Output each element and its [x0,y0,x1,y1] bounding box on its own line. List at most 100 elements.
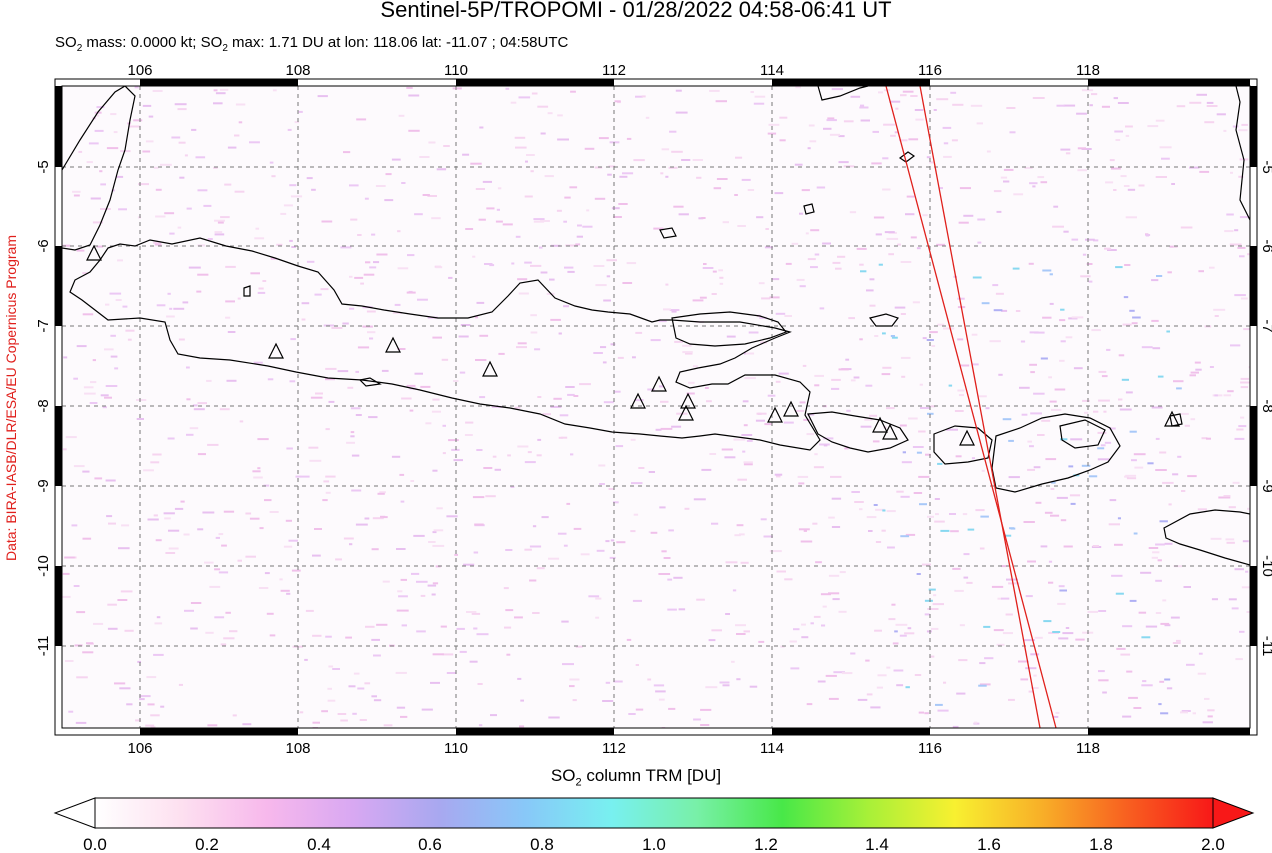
noise-speck [949,513,956,515]
noise-speck [64,556,75,559]
noise-speck [143,469,154,472]
noise-speck [686,392,695,395]
noise-speck [432,531,437,534]
noise-speck [1070,438,1083,441]
noise-speck [996,643,1005,646]
noise-speck [406,384,416,387]
noise-speck [986,150,991,153]
noise-speck [744,377,756,380]
noise-speck [952,567,961,570]
noise-speck [1060,519,1067,522]
noise-speck [1114,130,1123,133]
noise-speck [661,550,667,553]
noise-speck [873,504,878,506]
noise-speck [507,454,511,457]
noise-speck [1169,245,1177,248]
noise-speck [548,716,560,719]
noise-speck [1031,687,1039,689]
lon-tick: 106 [127,62,152,79]
lon-tick: 116 [918,62,942,79]
noise-speck [784,315,792,317]
noise-speck [1073,367,1083,370]
noise-speck [186,366,190,369]
noise-speck [317,95,328,98]
noise-speck [1125,474,1137,477]
noise-speck [368,416,378,419]
noise-speck [442,653,454,656]
noise-speck [823,444,828,447]
noise-speck [668,166,678,169]
noise-speck [214,568,221,571]
noise-speck [943,327,955,330]
noise-speck [558,332,562,335]
noise-speck [206,379,212,382]
noise-speck [1206,105,1218,107]
noise-speck [474,316,479,319]
noise-speck [1237,246,1246,249]
noise-speck [1060,438,1068,441]
noise-speck [1102,691,1107,694]
noise-speck [73,194,80,197]
lon-tick: 118 [1076,62,1100,79]
noise-speck [218,533,224,536]
noise-speck [371,695,377,698]
coastline-sumbawa-east [1059,419,1106,449]
noise-speck [866,693,873,696]
colorbar-max-arrow [1212,797,1255,829]
noise-speck [835,267,842,270]
noise-speck [814,253,820,256]
noise-speck [838,610,847,613]
noise-speck [1214,315,1219,317]
noise-speck [678,608,686,611]
noise-speck [814,384,820,387]
noise-speck [822,605,827,608]
noise-speck [876,686,883,689]
noise-speck [1033,466,1041,469]
noise-speck [1024,639,1035,642]
noise-speck [400,715,408,718]
noise-speck [850,95,861,98]
noise-speck [841,672,853,675]
noise-speck [432,544,445,547]
noise-speck [191,128,197,131]
noise-speck [283,204,293,207]
noise-speck [1124,475,1129,478]
noise-speck [495,220,503,223]
noise-speck [82,313,94,316]
noise-speck [1077,147,1086,150]
noise-speck [584,147,595,150]
noise-speck [815,561,822,564]
noise-speck [817,680,826,683]
noise-speck [570,90,576,93]
noise-speck [736,524,744,527]
noise-speck [142,104,152,107]
noise-speck [1125,216,1137,219]
volcano-marker [482,360,498,377]
coastline-sumba [1163,509,1250,566]
noise-speck [984,657,994,660]
noise-speck [1123,296,1129,299]
noise-speck [635,95,643,98]
noise-speck [1234,437,1245,440]
noise-speck [257,467,261,470]
noise-speck [111,189,115,192]
noise-speck [82,537,92,540]
noise-speck [869,278,875,281]
noise-speck [1176,387,1182,390]
noise-speck [288,539,298,542]
noise-speck [1062,632,1074,635]
volcano-marker [385,336,401,353]
noise-speck [1225,538,1235,541]
noise-speck [749,685,758,688]
noise-speck [816,186,826,189]
noise-speck [209,585,221,588]
noise-speck [660,400,669,403]
noise-speck [1122,323,1132,326]
noise-speck [916,573,921,575]
coastline-lombok [933,425,993,465]
noise-speck [180,500,185,503]
noise-speck [1042,316,1052,319]
noise-speck [628,713,636,715]
noise-speck [197,273,209,276]
noise-speck [463,563,475,566]
